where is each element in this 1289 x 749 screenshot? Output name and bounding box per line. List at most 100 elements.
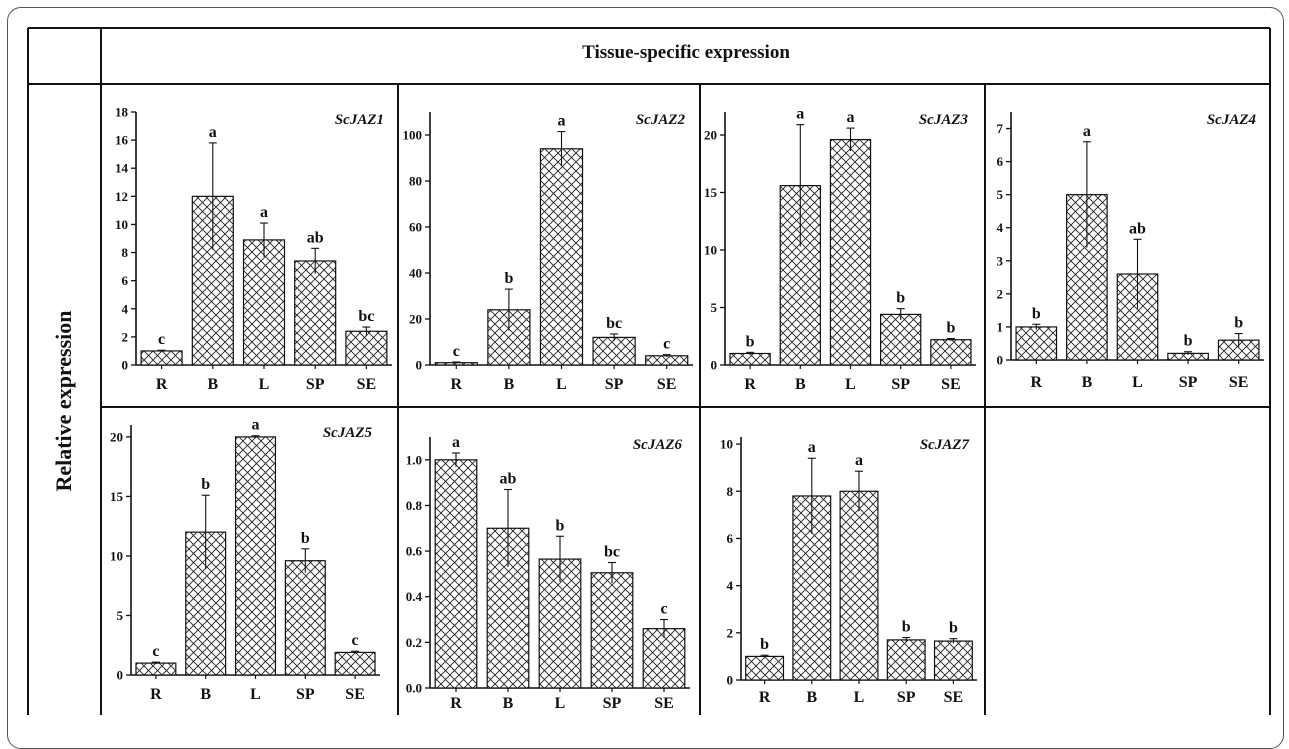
bar-SP bbox=[880, 313, 922, 366]
category-label: L bbox=[259, 376, 270, 393]
y-tick-label: 20 bbox=[704, 128, 717, 143]
y-tick-label: 14 bbox=[115, 161, 129, 176]
category-label: B bbox=[207, 376, 218, 393]
category-label: L bbox=[556, 376, 567, 393]
category-label: L bbox=[250, 686, 261, 703]
significance-label: a bbox=[252, 417, 260, 434]
y-tick-label: 3 bbox=[997, 253, 1004, 268]
category-label: R bbox=[156, 376, 168, 393]
category-label: SE bbox=[1229, 374, 1249, 391]
category-label: SP bbox=[897, 689, 916, 706]
significance-label: c bbox=[663, 336, 670, 353]
y-tick-label: 10 bbox=[704, 243, 717, 258]
bar-SE bbox=[642, 628, 686, 689]
bar-SP bbox=[590, 572, 634, 689]
y-tick-label: 4 bbox=[727, 578, 734, 593]
y-tick-label: 8 bbox=[122, 245, 129, 260]
y-tick-label: 5 bbox=[997, 187, 1004, 202]
y-tick-label: 40 bbox=[409, 266, 422, 281]
y-tick-label: 18 bbox=[115, 105, 129, 120]
y-tick-label: 0.8 bbox=[406, 498, 423, 513]
chart-svg: 0 2 4 6 8 10 12 14 16 18 c Ra Ba Lab SP bc SE ScJAZ1 bbox=[115, 105, 392, 393]
significance-label: b bbox=[301, 530, 310, 547]
category-label: B bbox=[503, 695, 514, 712]
chart-svg: 0 1 2 3 4 5 6 7 b Ra Bab Lb SP b SE ScJAZ4 bbox=[997, 112, 1264, 391]
table-grid bbox=[27, 27, 1271, 715]
bar-L bbox=[839, 490, 879, 681]
y-tick-label: 2 bbox=[727, 625, 734, 640]
category-label: R bbox=[744, 376, 756, 393]
chart-title: ScJAZ7 bbox=[920, 437, 970, 453]
chart-title: ScJAZ4 bbox=[1207, 112, 1257, 128]
bar-SP bbox=[592, 336, 636, 366]
y-tick-label: 5 bbox=[711, 300, 718, 315]
bar-L bbox=[242, 239, 286, 366]
y-tick-label: 60 bbox=[409, 220, 422, 235]
chart-svg: 0 5 10 15 20 b Ra Ba Lb SP b SE ScJAZ3 bbox=[704, 106, 976, 393]
category-label: SE bbox=[357, 376, 377, 393]
y-tick-label: 0.6 bbox=[406, 544, 423, 559]
y-tick-label: 10 bbox=[110, 548, 123, 563]
y-tick-label: 0 bbox=[117, 668, 124, 683]
category-label: R bbox=[150, 686, 162, 703]
significance-label: b bbox=[896, 290, 905, 307]
significance-label: ab bbox=[500, 470, 517, 487]
y-tick-label: 80 bbox=[409, 174, 422, 189]
category-label: SP bbox=[1179, 374, 1198, 391]
significance-label: b bbox=[946, 320, 955, 337]
category-label: L bbox=[555, 695, 566, 712]
chart-svg: 0.0 0.2 0.4 0.6 0.8 1.0 a Rab Bb Lbc SP c SE ScJAZ6 bbox=[406, 434, 690, 712]
bar-SE bbox=[345, 330, 388, 366]
y-tick-label: 16 bbox=[115, 133, 129, 148]
bar-L bbox=[234, 436, 277, 676]
category-label: SE bbox=[345, 686, 365, 703]
category-label: SP bbox=[891, 376, 910, 393]
significance-label: b bbox=[949, 620, 958, 637]
y-tick-label: 100 bbox=[403, 128, 423, 143]
y-tick-label: 15 bbox=[704, 185, 718, 200]
y-tick-label: 0 bbox=[122, 358, 129, 373]
significance-label: a bbox=[452, 434, 460, 451]
y-tick-label: 6 bbox=[727, 531, 734, 546]
y-tick-label: 1 bbox=[997, 319, 1004, 334]
significance-label: bc bbox=[358, 308, 374, 325]
significance-label: b bbox=[504, 270, 513, 287]
header-title: Tissue-specific expression bbox=[582, 42, 790, 63]
category-label: SP bbox=[306, 376, 325, 393]
category-label: L bbox=[1132, 374, 1143, 391]
significance-label: b bbox=[1234, 315, 1243, 332]
category-label: SE bbox=[654, 695, 674, 712]
bar-SP bbox=[886, 639, 926, 681]
significance-label: b bbox=[746, 333, 755, 350]
chart-svg: 0 5 10 15 20 c Rb Ba Lb SP c SE ScJAZ5 bbox=[110, 417, 380, 703]
category-label: SP bbox=[605, 376, 624, 393]
category-label: L bbox=[845, 376, 856, 393]
category-label: B bbox=[1082, 374, 1093, 391]
y-tick-label: 6 bbox=[997, 154, 1004, 169]
y-tick-label: 15 bbox=[110, 489, 124, 504]
category-label: SE bbox=[941, 376, 961, 393]
significance-label: b bbox=[760, 636, 769, 653]
significance-label: a bbox=[260, 204, 268, 221]
significance-label: b bbox=[556, 517, 565, 534]
category-label: R bbox=[759, 689, 771, 706]
y-tick-label: 4 bbox=[122, 301, 129, 316]
category-label: L bbox=[854, 689, 865, 706]
significance-label: a bbox=[808, 439, 816, 456]
y-tick-label: 20 bbox=[110, 429, 123, 444]
y-tick-label: 2 bbox=[122, 329, 129, 344]
bar-R bbox=[745, 655, 785, 681]
significance-label: c bbox=[152, 643, 159, 660]
significance-label: a bbox=[796, 106, 804, 123]
significance-label: a bbox=[847, 109, 855, 126]
bar-R bbox=[434, 459, 478, 689]
significance-label: c bbox=[352, 632, 359, 649]
significance-label: b bbox=[1184, 333, 1193, 350]
y-tick-label: 0.0 bbox=[406, 681, 422, 696]
category-label: B bbox=[795, 376, 806, 393]
chart-title: ScJAZ6 bbox=[633, 437, 683, 453]
y-tick-label: 8 bbox=[727, 484, 734, 499]
y-tick-label: 1.0 bbox=[406, 452, 422, 467]
y-tick-label: 4 bbox=[997, 220, 1004, 235]
category-label: SP bbox=[603, 695, 622, 712]
